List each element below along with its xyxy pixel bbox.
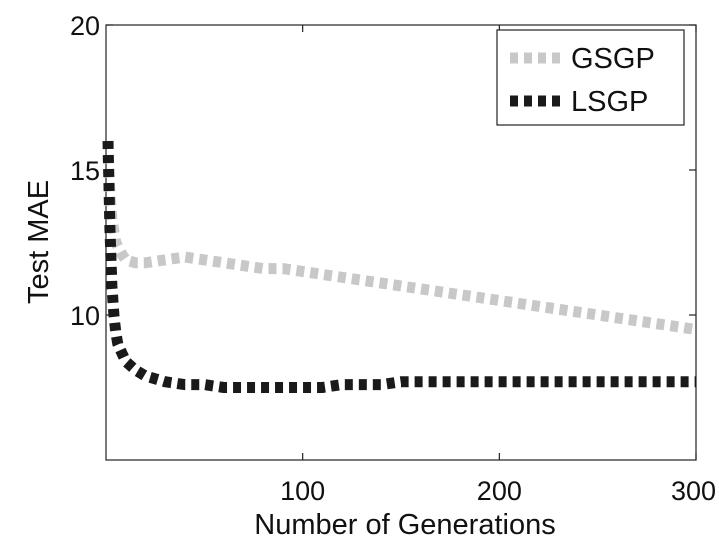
series-layer bbox=[102, 140, 697, 393]
y-axis: 10 15 20 bbox=[70, 11, 696, 331]
legend-label-lsgp: LSGP bbox=[571, 86, 648, 118]
y-tick-label: 10 bbox=[70, 301, 100, 331]
y-tick-label: 20 bbox=[70, 11, 100, 41]
x-tick-label: 300 bbox=[671, 476, 716, 506]
legend-box bbox=[496, 29, 685, 126]
y-axis-title: Test MAE bbox=[23, 180, 55, 304]
series-line-gsgp bbox=[102, 155, 697, 335]
x-axis: 100 200 300 bbox=[280, 25, 716, 506]
legend: GSGP LSGP bbox=[496, 29, 685, 126]
legend-label-gsgp: GSGP bbox=[571, 43, 655, 75]
x-axis-title: Number of Generations bbox=[254, 509, 555, 541]
y-tick-label: 15 bbox=[70, 156, 100, 186]
x-tick-label: 200 bbox=[477, 476, 522, 506]
x-tick-label: 100 bbox=[280, 476, 325, 506]
series-line-lsgp bbox=[102, 140, 696, 393]
